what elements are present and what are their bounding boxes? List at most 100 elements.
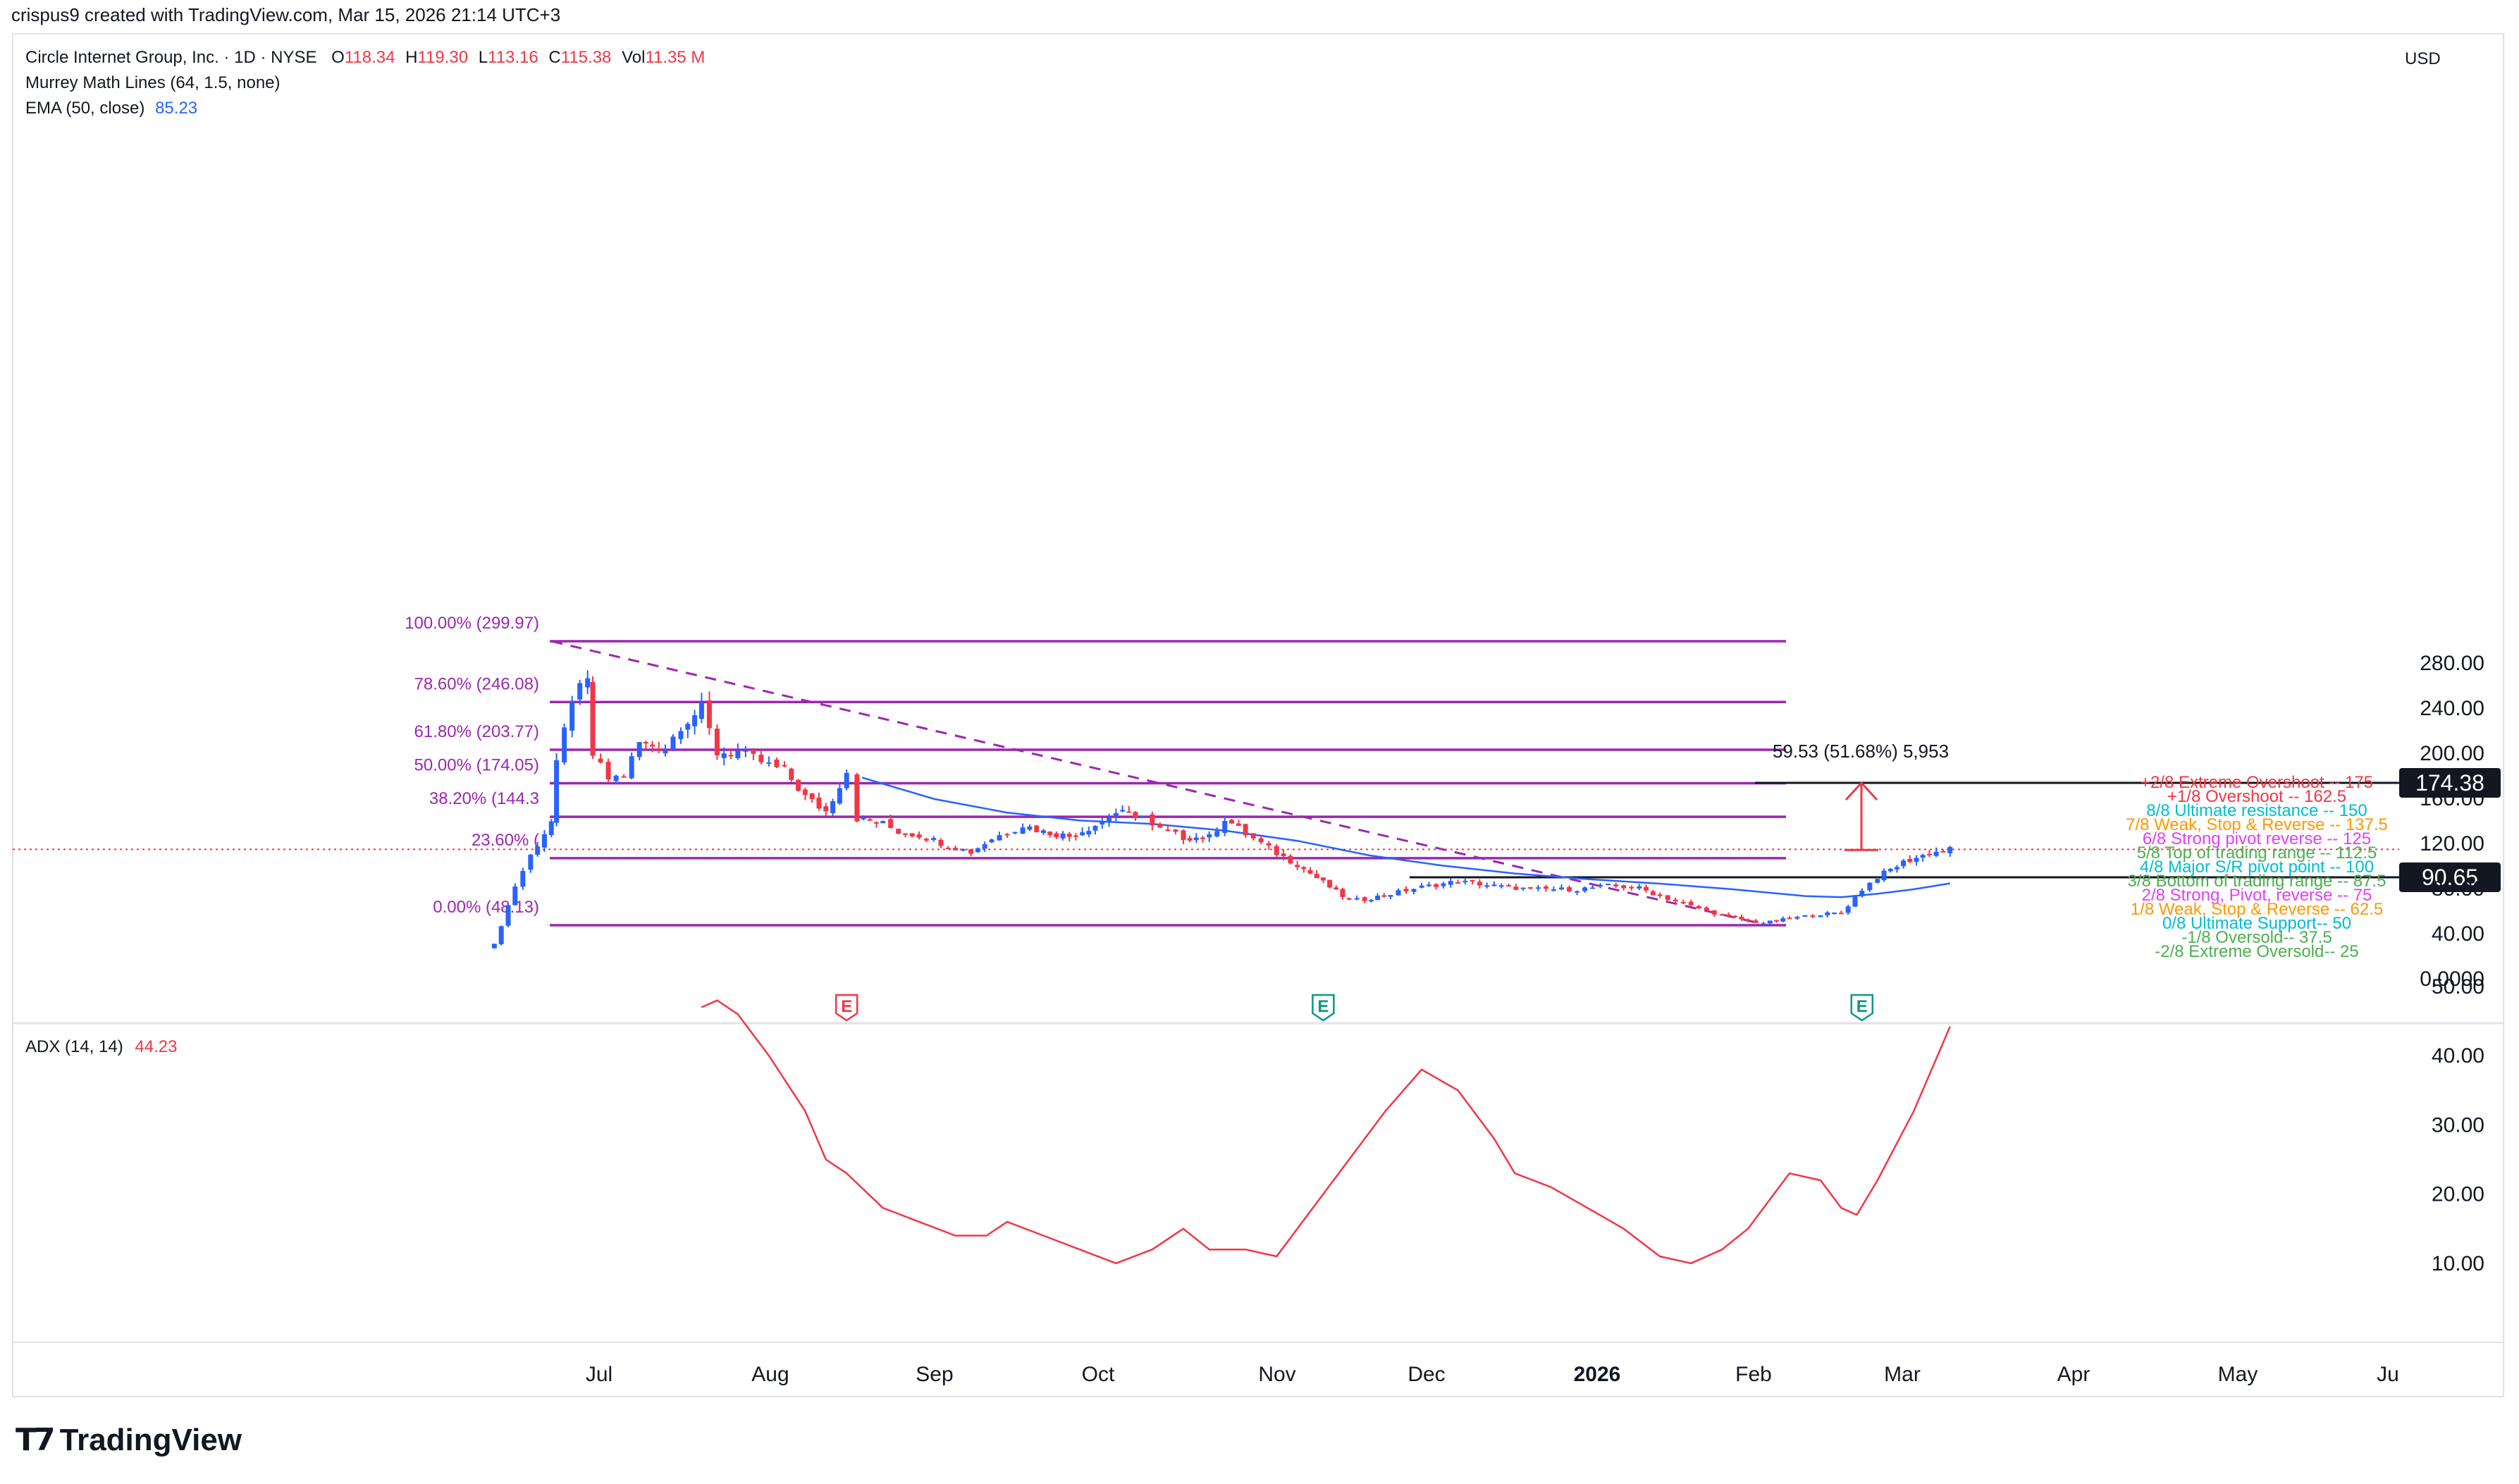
candle-body bbox=[535, 846, 541, 855]
tradingview-wordmark: TradingView bbox=[59, 1422, 242, 1457]
horizontal-lines-layer[interactable]: 174.38 90.65 bbox=[13, 767, 2501, 892]
candle-body bbox=[569, 702, 575, 731]
candle-body bbox=[1073, 835, 1078, 837]
adx-tick-label: 30.00 bbox=[2432, 1113, 2484, 1137]
candle-body bbox=[1086, 831, 1092, 835]
candle-body bbox=[678, 731, 684, 739]
candle-body bbox=[1426, 884, 1431, 886]
candle-body bbox=[931, 838, 937, 841]
candles-layer[interactable] bbox=[491, 670, 1953, 949]
candle-body bbox=[636, 742, 642, 758]
price-axis[interactable]: 280.00 240.00 200.00 160.00 120.00 80.00 40.00… bbox=[2420, 652, 2484, 991]
time-tick-label: Mar bbox=[1884, 1363, 1921, 1386]
candle-body bbox=[1181, 830, 1186, 840]
candle-body bbox=[1012, 831, 1018, 834]
adx-legend[interactable]: ADX (14, 14) 44.23 bbox=[25, 1037, 177, 1057]
candle-body bbox=[1575, 891, 1580, 893]
symbol-legend-row[interactable]: Circle Internet Group, Inc. · 1D · NYSE … bbox=[25, 48, 705, 68]
indicator-legend-murrey[interactable]: Murrey Math Lines (64, 1.5, none) bbox=[25, 73, 281, 92]
ohlc-low-value: 113.16 bbox=[488, 48, 538, 67]
candle-body bbox=[1403, 889, 1409, 892]
candle-body bbox=[816, 798, 822, 809]
candle-body bbox=[1307, 870, 1313, 874]
murrey-level-label: +2/8 Extreme Overshoot -- 175 bbox=[2141, 773, 2373, 792]
indicator-legend-ema[interactable]: EMA (50, close) 85.23 bbox=[25, 99, 197, 118]
candle-body bbox=[888, 819, 894, 829]
candle-body bbox=[1520, 887, 1526, 889]
candle-body bbox=[1004, 834, 1010, 836]
earnings-marker-label: E bbox=[841, 997, 852, 1016]
candle-body bbox=[1020, 827, 1026, 834]
candle-body bbox=[706, 700, 712, 729]
candle-body bbox=[1767, 920, 1773, 924]
candle-body bbox=[548, 821, 554, 835]
candle-body bbox=[1193, 837, 1199, 841]
price-tick-label: 80.00 bbox=[2432, 877, 2484, 901]
candle-body bbox=[909, 833, 915, 836]
ema-line bbox=[861, 777, 1951, 898]
candle-body bbox=[1845, 906, 1851, 913]
candle-body bbox=[1498, 885, 1504, 887]
candle-body bbox=[1787, 917, 1792, 920]
candle-body bbox=[1388, 895, 1393, 897]
candle-body bbox=[1637, 886, 1642, 889]
time-axis[interactable]: Jul Aug Sep Oct Nov Dec 2026 Feb Mar Apr May Ju bbox=[586, 1363, 2399, 1386]
candle-body bbox=[1448, 881, 1453, 885]
candle-body bbox=[945, 848, 951, 850]
candle-body bbox=[854, 774, 860, 822]
candle-body bbox=[766, 762, 772, 764]
currency-label[interactable]: USD bbox=[2405, 49, 2441, 68]
volume-value: 11.35 M bbox=[645, 48, 706, 67]
adx-line bbox=[701, 999, 1951, 1265]
candle-body bbox=[961, 849, 966, 851]
candle-body bbox=[1477, 882, 1482, 886]
candle-body bbox=[1657, 894, 1663, 896]
candle-body bbox=[743, 749, 749, 752]
candle-body bbox=[1133, 812, 1138, 818]
candle-body bbox=[1214, 831, 1220, 837]
candle-body bbox=[1726, 914, 1732, 916]
candle-body bbox=[685, 724, 691, 730]
earnings-marker-label: E bbox=[1317, 997, 1329, 1016]
published-caption: crispus9 created with TradingView.com, M… bbox=[11, 4, 561, 25]
price-tick-label: 40.00 bbox=[2432, 922, 2484, 946]
candle-body bbox=[1673, 899, 1678, 902]
candle-body bbox=[1933, 851, 1939, 856]
price-range-layer[interactable]: 59.53 (51.68%) 5,953 bbox=[1773, 741, 1949, 851]
candle-body bbox=[1126, 811, 1132, 813]
symbol-title[interactable]: Circle Internet Group, Inc. · 1D · NYSE bbox=[25, 48, 317, 67]
candle-body bbox=[1567, 887, 1572, 892]
volume: Vol11.35 M bbox=[622, 48, 705, 67]
ohlc-high-value: 119.30 bbox=[417, 48, 469, 67]
candle-body bbox=[554, 760, 560, 823]
candle-body bbox=[1150, 814, 1155, 826]
candle-body bbox=[650, 744, 655, 747]
candle-body bbox=[621, 776, 627, 778]
adx-axis[interactable]: 50.00 40.00 30.00 20.00 10.00 bbox=[2432, 975, 2484, 1275]
range-arrow-head bbox=[1844, 781, 1878, 801]
murrey-level-label: -1/8 Oversold-- 37.5 bbox=[2181, 928, 2332, 947]
murrey-level-label: 1/8 Weak, Stop & Reverse -- 62.5 bbox=[2131, 900, 2383, 919]
candle-body bbox=[1680, 901, 1686, 903]
candle-body bbox=[867, 819, 873, 821]
candle-body bbox=[520, 870, 526, 887]
candle-body bbox=[1590, 887, 1596, 889]
candle-body bbox=[916, 834, 922, 838]
candle-body bbox=[1887, 869, 1893, 872]
candle-body bbox=[1794, 917, 1800, 919]
candle-body bbox=[1066, 834, 1072, 837]
price-tick-label: 120.00 bbox=[2420, 832, 2484, 855]
fib-retracement-layer[interactable]: 100.00% (299.97) 78.60% (246.08) 61.80% (2… bbox=[405, 614, 1786, 927]
price-tick-label: 0.0000 bbox=[2420, 967, 2484, 991]
candle-body bbox=[782, 765, 787, 767]
chart-border bbox=[12, 33, 2504, 1397]
ohlc-low: L113.16 bbox=[479, 48, 538, 67]
candle-body bbox=[1901, 860, 1907, 867]
candle-body bbox=[663, 750, 668, 754]
candle-body bbox=[1139, 815, 1145, 817]
tradingview-logo[interactable]: T7 TradingView bbox=[16, 1422, 242, 1458]
ema-label: EMA (50, close) bbox=[25, 99, 145, 118]
candle-body bbox=[1288, 855, 1293, 864]
